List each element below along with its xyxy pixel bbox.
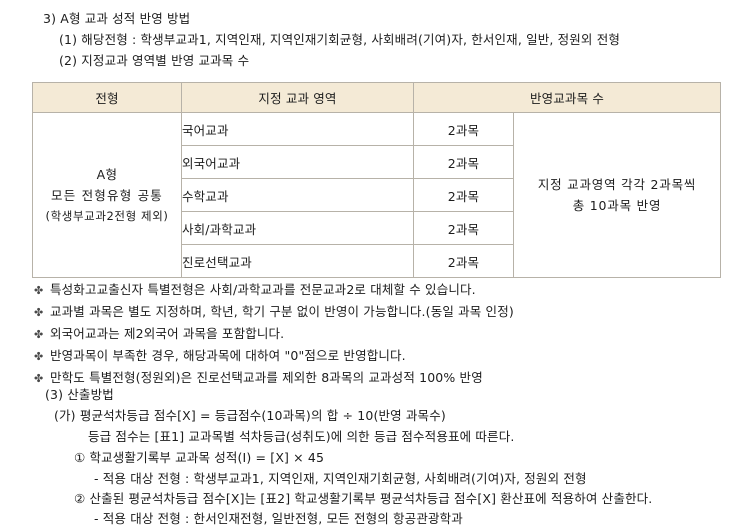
note-text: 만학도 특별전형(정원외)은 진로선택교과를 제외한 8과목의 교과성적 100… (50, 370, 483, 385)
calculation-line-ga-sub: 등급 점수는 [표1] 교과목별 석차등급(성취도)에 의한 등급 점수적용표에… (88, 429, 515, 444)
table-cell-subject: 수학교과 (181, 178, 414, 212)
table-cell-total-note: 지정 교과영역 각각 2과목씩 총 10과목 반영 (513, 112, 721, 278)
section-item-2: (2) 지정교과 영역별 반영 교과목 수 (59, 53, 250, 68)
table-cell-subject: 진로선택교과 (181, 244, 414, 278)
total-note-line-1: 지정 교과영역 각각 2과목씩 (537, 177, 697, 192)
table-header-cell-admission: 전형 (32, 82, 182, 113)
calculation-title: (3) 산출방법 (45, 387, 114, 402)
admission-type-line-2: 모든 전형유형 공통 (51, 187, 163, 203)
calculation-line-1: ① 학교생활기록부 교과목 성적(I) = [X] × 45 (74, 450, 325, 465)
table-cell-count: 2과목 (413, 112, 514, 146)
note-text: 반영과목이 부족한 경우, 해당과목에 대하여 "0"점으로 반영합니다. (50, 348, 406, 363)
note-item: ✤ 교과별 과목은 별도 지정하며, 학년, 학기 구분 없이 반영이 가능합니다… (34, 305, 514, 320)
note-text: 특성화고교출신자 특별전형은 사회/과학교과를 전문교과2로 대체할 수 있습니… (50, 282, 476, 297)
table-cell-count: 2과목 (413, 145, 514, 179)
section-item-1: (1) 해당전형 : 학생부교과1, 지역인재, 지역인재기회균형, 사회배려(… (59, 32, 620, 47)
table-cell-count: 2과목 (413, 178, 514, 212)
calculation-line-ga: (가) 평균석차등급 점수[X] = 등급점수(10과목)의 합 ÷ 10(반영… (54, 408, 446, 423)
subject-count-table: 전형 지정 교과 영역 반영교과목 수 A형 모든 전형유형 공통 (학생부교과… (32, 82, 721, 278)
note-item: ✤ 반영과목이 부족한 경우, 해당과목에 대하여 "0"점으로 반영합니다. (34, 349, 406, 364)
bullet-icon: ✤ (34, 284, 44, 297)
admission-type-line-3: (학생부교과2전형 제외) (45, 208, 169, 223)
bullet-icon: ✤ (34, 350, 44, 363)
table-cell-admission-type: A형 모든 전형유형 공통 (학생부교과2전형 제외) (32, 112, 182, 278)
calculation-line-2-sub: - 적용 대상 전형 : 한서인재전형, 일반전형, 모든 전형의 항공관광학과 (94, 511, 463, 526)
table-row: 사회/과학교과 2과목 (33, 211, 721, 245)
note-text: 교과별 과목은 별도 지정하며, 학년, 학기 구분 없이 반영이 가능합니다.… (50, 304, 514, 319)
table-cell-count: 2과목 (413, 244, 514, 278)
table-cell-subject: 외국어교과 (181, 145, 414, 179)
note-text: 외국어교과는 제2외국어 과목을 포함합니다. (50, 326, 285, 341)
table-row: 외국어교과 2과목 (33, 145, 721, 179)
table-row: A형 모든 전형유형 공통 (학생부교과2전형 제외) 국어교과 2과목 지정 … (32, 112, 721, 278)
note-item: ✤ 외국어교과는 제2외국어 과목을 포함합니다. (34, 327, 284, 342)
bullet-icon: ✤ (34, 328, 44, 341)
table-header-cell-subject-count: 반영교과목 수 (413, 82, 721, 113)
table-cell-count: 2과목 (413, 211, 514, 245)
section-heading: 3) A형 교과 성적 반영 방법 (43, 11, 191, 26)
total-note-line-2: 총 10과목 반영 (572, 198, 662, 213)
note-item: ✤ 특성화고교출신자 특별전형은 사회/과학교과를 전문교과2로 대체할 수 있습… (34, 283, 476, 298)
admission-type-line-1: A형 (96, 166, 118, 182)
table-header-row: 전형 지정 교과 영역 반영교과목 수 (32, 82, 721, 113)
bullet-icon: ✤ (34, 372, 44, 385)
calculation-line-1-sub: - 적용 대상 전형 : 학생부교과1, 지역인재, 지역인재기회균형, 사회배… (94, 471, 587, 486)
calculation-line-2: ② 산출된 평균석차등급 점수[X]는 [표2] 학교생활기록부 평균석차등급 … (74, 491, 653, 506)
table-row: 진로선택교과 2과목 (33, 244, 721, 278)
bullet-icon: ✤ (34, 306, 44, 319)
note-item: ✤ 만학도 특별전형(정원외)은 진로선택교과를 제외한 8과목의 교과성적 10… (34, 371, 483, 386)
table-cell-subject: 국어교과 (181, 112, 414, 146)
table-header-cell-subject-area: 지정 교과 영역 (181, 82, 414, 113)
table-cell-subject: 사회/과학교과 (181, 211, 414, 245)
